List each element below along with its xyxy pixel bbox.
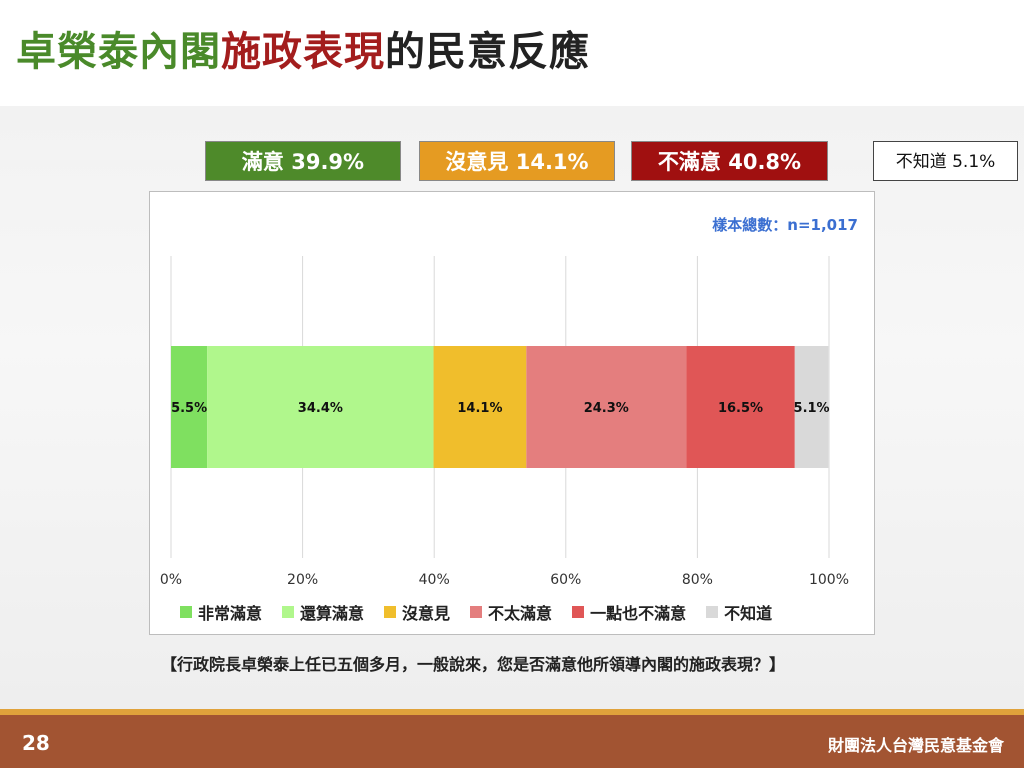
legend-label: 沒意見 xyxy=(402,604,451,623)
legend-item: 非常滿意 xyxy=(180,600,262,624)
x-tick-label: 80% xyxy=(682,572,713,588)
title-part-performance: 施政表現 xyxy=(221,29,385,75)
legend-item: 沒意見 xyxy=(384,600,450,624)
survey-question: 【行政院長卓榮泰上任已五個多月，一般說來，您是否滿意他所領導內閣的施政表現？】 xyxy=(161,655,786,674)
summary-neutral-box: 沒意見 14.1% xyxy=(419,141,615,181)
legend-label: 不太滿意 xyxy=(488,604,553,623)
title-part-reaction: 的民意反應 xyxy=(385,29,590,75)
footer-accent-line xyxy=(0,709,1024,715)
legend-swatch xyxy=(706,606,719,618)
bar-segment xyxy=(171,346,208,468)
legend-swatch xyxy=(470,606,483,618)
legend-label: 一點也不滿意 xyxy=(590,604,687,623)
x-tick-label: 0% xyxy=(160,572,182,588)
legend-swatch xyxy=(282,606,295,618)
bar-segment xyxy=(526,346,687,468)
data-label: 5.5% xyxy=(171,401,207,416)
summary-dissatisfied-box: 不滿意 40.8% xyxy=(631,141,828,181)
summary-satisfied-box: 滿意 39.9% xyxy=(205,141,401,181)
legend-label: 還算滿意 xyxy=(300,604,365,623)
summary-unknown-box: 不知道 5.1% xyxy=(873,141,1018,181)
x-tick-label: 100% xyxy=(809,572,849,588)
legend-label: 非常滿意 xyxy=(198,604,263,623)
legend-item: 一點也不滿意 xyxy=(572,600,686,624)
legend-item: 不太滿意 xyxy=(470,600,552,624)
chart-panel: 樣本總數：n=1,017 0% 20% 40% 60% 80% 100% 5.5% 34.4%… xyxy=(149,191,875,635)
title-part-cabinet: 卓榮泰內閣 xyxy=(16,29,221,75)
legend-label: 不知道 xyxy=(724,604,773,623)
chart-legend: 非常滿意 還算滿意 沒意見 不太滿意 一點也不滿意 不知道 xyxy=(180,600,772,624)
data-label: 16.5% xyxy=(718,401,763,416)
organization-name: 財團法人台灣民意基金會 xyxy=(827,736,1004,755)
page-title: 卓榮泰內閣施政表現的民意反應 xyxy=(16,22,590,82)
x-tick-label: 20% xyxy=(287,572,318,588)
x-tick-label: 60% xyxy=(550,572,581,588)
legend-swatch xyxy=(572,606,585,618)
data-label: 34.4% xyxy=(298,401,343,416)
legend-item: 不知道 xyxy=(706,600,772,624)
legend-swatch xyxy=(180,606,192,618)
footer-bar: 28 財團法人台灣民意基金會 xyxy=(0,715,1024,768)
x-tick-label: 40% xyxy=(419,572,450,588)
stacked-bar-chart: 0% 20% 40% 60% 80% 100% 5.5% 34.4% 14.1% 24.3% 16.… xyxy=(160,256,849,588)
bar-segment xyxy=(794,346,829,468)
bar-segment xyxy=(207,346,434,468)
sample-size-note: 樣本總數：n=1,017 xyxy=(712,216,858,234)
data-label: 14.1% xyxy=(457,401,502,416)
data-label: 5.1% xyxy=(794,401,830,416)
legend-item: 還算滿意 xyxy=(282,600,364,624)
bar-segment xyxy=(433,346,527,468)
bar-segment xyxy=(686,346,795,468)
data-label: 24.3% xyxy=(584,401,629,416)
page-number: 28 xyxy=(22,731,50,755)
legend-swatch xyxy=(384,606,397,618)
